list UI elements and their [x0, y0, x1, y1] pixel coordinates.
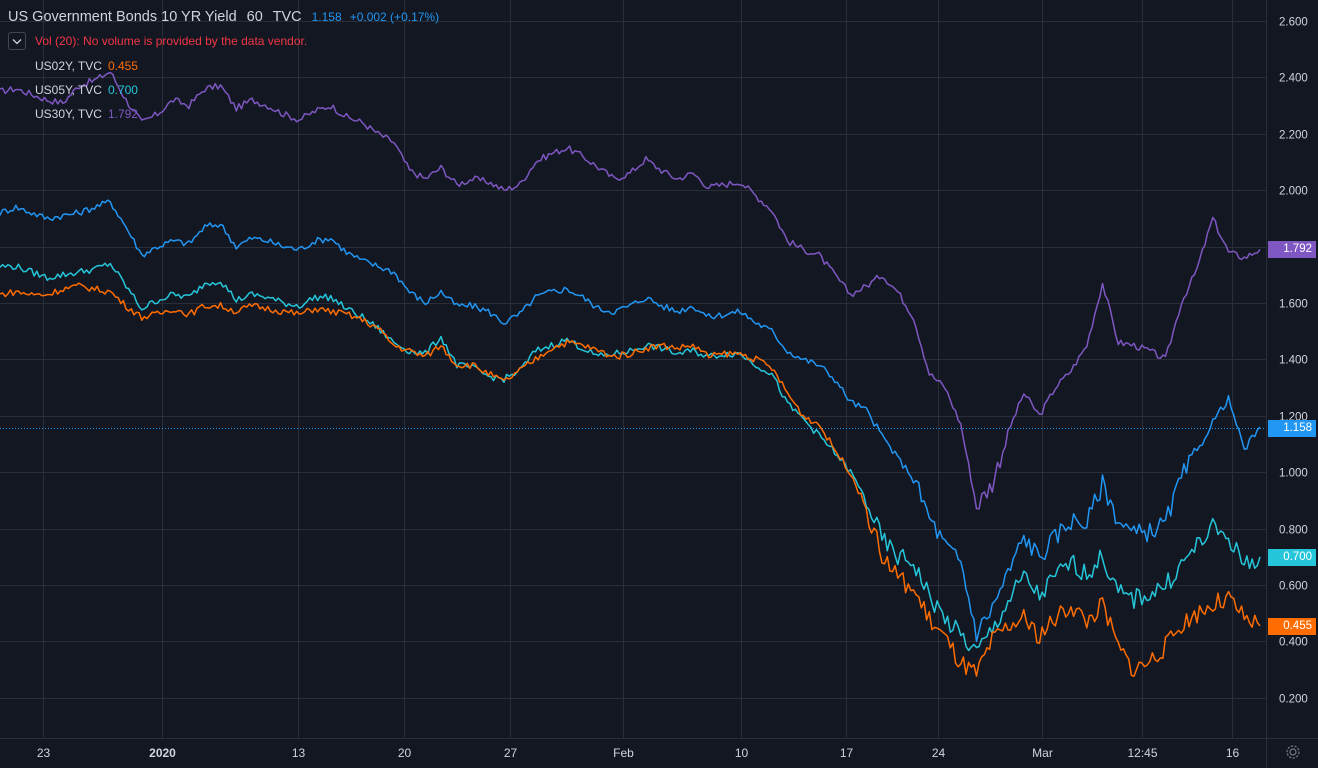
- y-tick-label: 1.600: [1279, 299, 1308, 311]
- y-tick-label: 0.200: [1279, 694, 1308, 706]
- comparison-name: US30Y, TVC: [35, 107, 102, 121]
- x-tick-label: 27: [504, 746, 518, 760]
- y-tick-label: 0.600: [1279, 581, 1308, 593]
- chart-grid: [0, 0, 1266, 738]
- gear-icon[interactable]: [1284, 743, 1302, 761]
- time-scale[interactable]: 23 2020 13 20 27 Feb 10 17 24 Mar 12:45 16: [37, 746, 1240, 760]
- series-line-us30y: [0, 71, 1261, 510]
- comparison-name: US02Y, TVC: [35, 59, 102, 73]
- series-line-us05y: [0, 262, 1261, 652]
- comparison-value: 1.792: [107, 107, 138, 121]
- x-tick-label: Mar: [1032, 746, 1053, 760]
- last-price-value: 1.158: [311, 10, 342, 24]
- price-label-us10y: 1.158: [1268, 420, 1316, 437]
- x-tick-label: 20: [398, 746, 412, 760]
- price-label-us30y: 1.792: [1268, 241, 1316, 258]
- comparison-value: 0.700: [107, 83, 138, 97]
- y-tick-label: 2.000: [1279, 186, 1308, 198]
- x-tick-label: 12:45: [1127, 746, 1157, 760]
- comparison-us30y[interactable]: US30Y, TVC 1.792: [35, 107, 138, 121]
- y-tick-label: 2.400: [1279, 73, 1308, 85]
- main-series-title[interactable]: US Government Bonds 10 YR Yield 60 TVC 1…: [8, 9, 439, 25]
- chart-series-layer: [0, 71, 1261, 677]
- series-line-us02y: [0, 282, 1261, 677]
- volume-indicator-row: Vol (20): No volume is provided by the d…: [8, 32, 307, 50]
- comparison-us02y[interactable]: US02Y, TVC 0.455: [35, 59, 138, 73]
- y-tick-label: 2.600: [1279, 17, 1308, 29]
- x-tick-label: 13: [292, 746, 306, 760]
- y-tick-label: 1.400: [1279, 355, 1308, 367]
- interval-label: 60: [246, 9, 263, 25]
- collapse-legend-button[interactable]: [8, 32, 26, 50]
- x-tick-label: Feb: [613, 746, 634, 760]
- y-tick-label: 2.200: [1279, 130, 1308, 142]
- x-tick-label: 24: [932, 746, 946, 760]
- price-change-value: +0.002 (+0.17%): [349, 10, 440, 24]
- x-tick-label: 2020: [149, 746, 176, 760]
- series-line-us10y: [0, 199, 1261, 643]
- y-tick-label: 0.800: [1279, 525, 1308, 537]
- price-label-us05y: 0.700: [1268, 549, 1316, 566]
- x-tick-label: 23: [37, 746, 51, 760]
- x-tick-label: 17: [840, 746, 854, 760]
- y-tick-label: 1.000: [1279, 468, 1308, 480]
- price-label-us02y: 0.455: [1268, 618, 1316, 635]
- y-tick-label: 0.400: [1279, 637, 1308, 649]
- comparison-value: 0.455: [107, 59, 138, 73]
- volume-notice: Vol (20): No volume is provided by the d…: [35, 34, 308, 48]
- symbol-name: US Government Bonds 10 YR Yield: [8, 9, 237, 25]
- chevron-down-icon: [12, 38, 22, 44]
- x-tick-label: 16: [1226, 746, 1240, 760]
- comparison-us05y[interactable]: US05Y, TVC 0.700: [35, 83, 138, 97]
- exchange-label: TVC: [272, 9, 302, 25]
- price-scale[interactable]: 2.6002.4002.2002.0001.8001.6001.4001.200…: [1279, 17, 1308, 706]
- comparison-name: US05Y, TVC: [35, 83, 102, 97]
- x-tick-label: 10: [735, 746, 749, 760]
